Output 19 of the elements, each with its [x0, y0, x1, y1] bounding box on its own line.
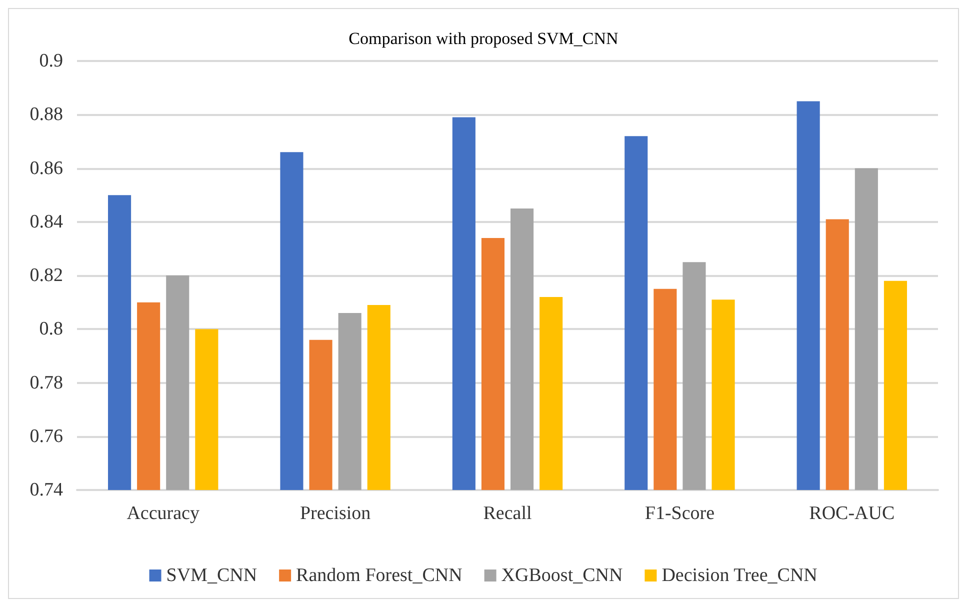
y-tick-label: 0.8 [39, 318, 63, 340]
x-tick-label: Recall [483, 503, 532, 524]
chart-title: Comparison with proposed SVM_CNN [348, 29, 618, 48]
legend-label: XGBoost_CNN [501, 565, 623, 586]
x-tick-label: Precision [300, 503, 372, 524]
y-tick-label: 0.78 [30, 372, 63, 394]
y-tick-label: 0.86 [30, 158, 63, 179]
x-tick-label: F1-Score [644, 503, 715, 524]
y-tick-label: 0.9 [39, 50, 63, 72]
y-tick-label: 0.88 [30, 104, 63, 126]
y-tick-label: 0.76 [30, 426, 63, 447]
x-tick-label: Accuracy [126, 503, 200, 524]
y-tick-label: 0.84 [30, 211, 64, 232]
legend-label: SVM_CNN [166, 565, 258, 586]
y-tick-label: 0.74 [30, 480, 64, 500]
y-tick-label: 0.82 [30, 265, 63, 286]
legend-label: Random Forest_CNN [296, 565, 463, 586]
legend-label: Decision Tree_CNN [662, 565, 818, 586]
x-tick-label: ROC-AUC [809, 503, 895, 524]
